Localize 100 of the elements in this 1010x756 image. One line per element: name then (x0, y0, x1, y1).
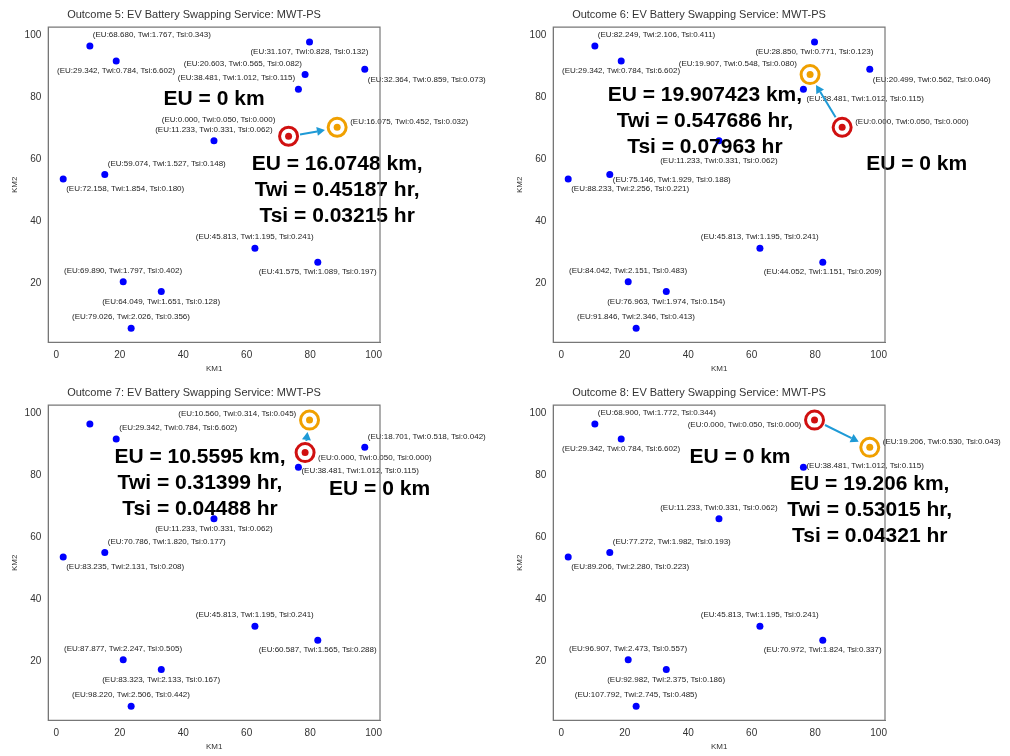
data-label: (EU:44.052, Twi:1.151, Tsi:0.209) (763, 267, 882, 277)
chart-title: Outcome 5: EV Battery Swapping Service: MWT-PS (67, 7, 321, 20)
x-tick-label: 80 (809, 727, 822, 739)
data-label: (EU:59.074, Twi:1.527, Tsi:0.148) (107, 158, 227, 168)
point (361, 65, 369, 73)
y-axis-title: KM2 (515, 554, 524, 572)
annotation: EU = 19.206 km, Twi = 0.53015 hr, Tsi = 0.04321 hr (787, 471, 953, 547)
y-tick-label: 80 (30, 468, 42, 480)
point (617, 435, 625, 443)
data-label: (EU:28.850, Twi:0.771, Tsi:0.123) (755, 47, 874, 57)
point (157, 666, 165, 674)
x-tick-label: 80 (304, 349, 317, 361)
point (251, 622, 259, 630)
point (157, 288, 165, 296)
x-tick-label: 0 (558, 727, 565, 739)
point (101, 548, 109, 556)
y-tick-label: 60 (30, 152, 42, 164)
x-tick-label: 20 (114, 727, 126, 739)
annotation: EU = 10.5595 km, Twi = 0.31399 hr, Tsi = 0.04488 hr (114, 443, 286, 519)
point (306, 38, 314, 46)
y-tick-label: 100 (529, 407, 547, 419)
x-tick-label: 40 (682, 349, 695, 361)
y-tick-label: 20 (535, 654, 547, 666)
point (314, 258, 322, 266)
point (59, 553, 67, 561)
data-label: (EU:88.233, Twi:2.256, Tsi:0.221) (571, 184, 690, 194)
y-tick-label: 20 (30, 276, 42, 288)
x-axis-title: KM1 (205, 364, 223, 374)
point (127, 324, 135, 332)
point (326, 116, 348, 138)
x-tick-label: 0 (53, 349, 60, 361)
point (591, 420, 599, 428)
data-label: (EU:68.900, Twi:1.772, Tsi:0.344) (597, 408, 717, 418)
point (119, 656, 127, 664)
data-label: (EU:72.158, Twi:1.854, Tsi:0.180) (66, 184, 185, 194)
data-label: (EU:107.792, Twi:2.745, Tsi:0.485) (574, 690, 698, 700)
data-label: (EU:19.907, Twi:0.548, Tsi:0.080) (678, 58, 798, 68)
y-tick-label: 40 (535, 214, 547, 226)
point (112, 57, 120, 65)
x-tick-label: 100 (365, 349, 383, 361)
x-tick-label: 0 (558, 349, 565, 361)
data-label: (EU:20.499, Twi:0.562, Tsi:0.046) (872, 74, 992, 84)
point (210, 515, 218, 523)
point (59, 175, 67, 183)
x-tick-label: 40 (177, 349, 190, 361)
point (624, 278, 632, 286)
point (564, 553, 572, 561)
x-tick-label: 20 (619, 727, 631, 739)
y-tick-label: 20 (30, 654, 42, 666)
point (819, 636, 827, 644)
data-label: (EU:91.846, Twi:2.346, Tsi:0.413) (576, 312, 696, 322)
y-tick-label: 100 (24, 29, 42, 41)
data-label: (EU:77.272, Twi:1.982, Tsi:0.193) (612, 536, 732, 546)
annotation: EU = 19.907423 km, Twi = 0.547686 hr, Tsi = 0.07963 hr (607, 82, 803, 158)
point (811, 38, 819, 46)
point (299, 409, 321, 431)
x-tick-label: 0 (53, 727, 60, 739)
x-tick-label: 20 (114, 349, 126, 361)
data-label: (EU:0.000, Twi:0.050, Tsi:0.000) (318, 452, 432, 462)
x-tick-label: 60 (746, 349, 758, 361)
data-label: (EU:92.982, Twi:2.375, Tsi:0.186) (607, 674, 726, 684)
data-label: (EU:45.813, Twi:1.195, Tsi:0.241) (195, 232, 315, 242)
data-label: (EU:31.107, Twi:0.828, Tsi:0.132) (250, 47, 369, 57)
x-tick-label: 100 (870, 727, 888, 739)
data-label: (EU:87.877, Twi:2.247, Tsi:0.505) (64, 643, 183, 653)
point (119, 278, 127, 286)
point (86, 420, 94, 428)
point (632, 702, 640, 710)
data-label: (EU:76.963, Twi:1.974, Tsi:0.154) (607, 296, 726, 306)
point (564, 175, 572, 183)
data-label: (EU:60.587, Twi:1.565, Tsi:0.288) (258, 645, 377, 655)
chart-title: Outcome 8: EV Battery Swapping Service: MWT-PS (572, 385, 826, 398)
y-tick-label: 60 (30, 530, 42, 542)
y-axis-title: KM2 (515, 176, 524, 194)
point (859, 436, 881, 458)
data-label: (EU:79.026, Twi:2.026, Tsi:0.356) (71, 312, 191, 322)
point (606, 170, 614, 178)
annotation: EU = 0 km (866, 151, 968, 175)
x-tick-label: 20 (619, 349, 631, 361)
point (831, 116, 853, 138)
data-label: (EU:45.813, Twi:1.195, Tsi:0.241) (700, 232, 820, 242)
data-label: (EU:29.342, Twi:0.784, Tsi:6.602) (119, 423, 238, 433)
data-label: (EU:11.233, Twi:0.331, Tsi:0.062) (660, 155, 778, 165)
y-tick-label: 40 (30, 592, 42, 604)
x-tick-label: 80 (809, 349, 822, 361)
data-label: (EU:11.233, Twi:0.331, Tsi:0.062) (155, 523, 273, 533)
data-label: (EU:70.786, Twi:1.820, Tsi:0.177) (107, 536, 227, 546)
data-label: (EU:69.890, Twi:1.797, Tsi:0.402) (64, 265, 183, 275)
data-label: (EU:0.000, Twi:0.050, Tsi:0.000) (855, 116, 970, 126)
data-label: (EU:29.342, Twi:0.784, Tsi:6.602) (57, 66, 176, 76)
y-tick-label: 80 (30, 90, 42, 102)
data-label: (EU:38.481, Twi:1.012, Tsi:0.115) (177, 73, 296, 83)
data-label: (EU:0.000, Twi:0.050, Tsi:0.000) (687, 420, 802, 430)
data-label: (EU:11.233, Twi:0.331, Tsi:0.062) (660, 502, 778, 512)
point (86, 42, 94, 50)
y-axis-title: KM2 (10, 554, 19, 572)
data-label: (EU:0.000, Twi:0.050, Tsi:0.000) (161, 115, 276, 125)
data-label: (EU:82.249, Twi:2.106, Tsi:0.411) (597, 30, 716, 40)
y-tick-label: 40 (30, 214, 42, 226)
point (617, 57, 625, 65)
